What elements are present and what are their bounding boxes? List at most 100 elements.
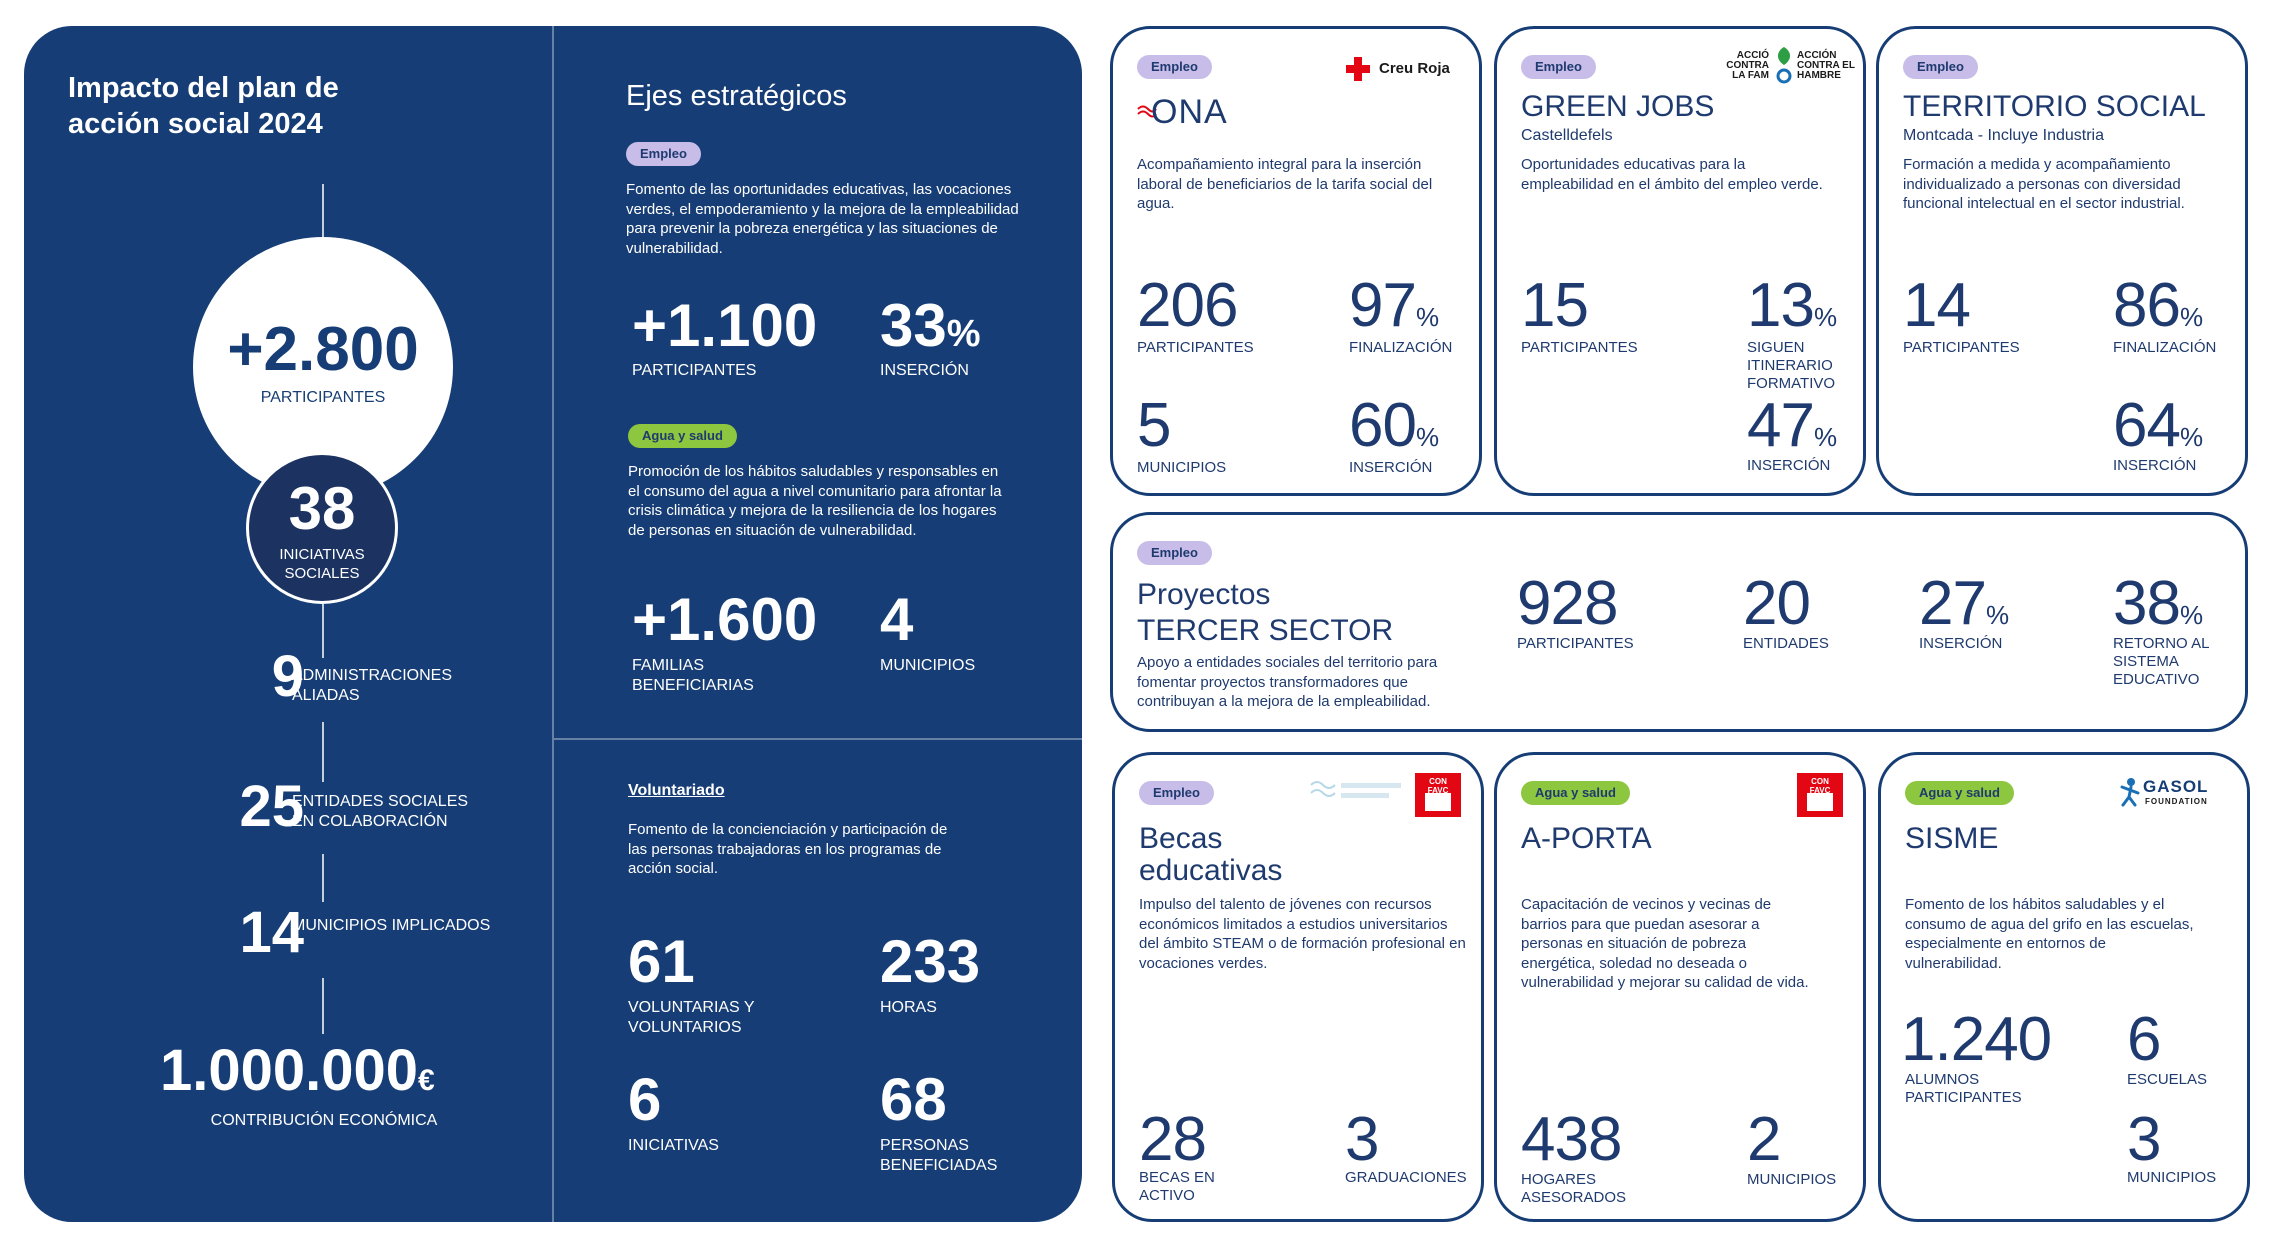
municipalities-label: MUNICIPIOS IMPLICADOS — [292, 917, 491, 934]
initiatives-label: INICIATIVAS SOCIALES — [279, 546, 365, 582]
contribution-value: 1.000.000 — [160, 1038, 419, 1103]
becas-graduations-label: GRADUACIONES — [1345, 1169, 1467, 1186]
ona-wave-icon — [1137, 105, 1157, 118]
territorio-description: Formación a medida y acompañamiento indi… — [1903, 156, 2185, 212]
ona-participants-value: 206 — [1137, 271, 1238, 340]
connector-line — [322, 604, 324, 658]
becas-description: Impulso del talento de jóvenes con recur… — [1139, 896, 1466, 972]
gasol-foundation-logo: GASOL FOUNDATION — [2119, 777, 2229, 811]
territorio-insertion-value: 64% — [2113, 391, 2203, 460]
initiatives-vol-label: INICIATIVAS — [628, 1137, 719, 1154]
horizontal-divider — [554, 738, 1082, 740]
green-participants-label: PARTICIPANTES — [1521, 339, 1638, 356]
empleo-participants-value: +1.100 — [632, 292, 818, 359]
connector-line — [322, 854, 324, 902]
territorio-subtitle: Montcada - Incluye Industria — [1903, 127, 2104, 144]
aporta-title: A-PORTA — [1521, 822, 1652, 855]
aporta-description: Capacitación de vecinos y vecinas de bar… — [1521, 896, 1809, 991]
green-subtitle: Castelldefels — [1521, 127, 1613, 144]
tag-agua-salud: Agua y salud — [1905, 781, 2014, 805]
green-insertion-value: 47% — [1747, 391, 1837, 460]
vertical-divider — [552, 26, 554, 1222]
territorio-participants-value: 14 — [1903, 271, 1971, 340]
ona-insertion-label: INSERCIÓN — [1349, 459, 1433, 476]
empleo-description: Fomento de las oportunidades educativas,… — [626, 181, 1019, 257]
tag-empleo: Empleo — [1137, 541, 1212, 565]
ona-description: Acompañamiento integral para la inserció… — [1137, 156, 1433, 212]
tercer-title-line1: Proyectos — [1137, 578, 1271, 611]
creu-roja-logo: Creu Roja — [1345, 57, 1475, 81]
aporta-municipalities-label: MUNICIPIOS — [1747, 1171, 1837, 1188]
volunteers-value: 61 — [628, 928, 695, 995]
empleo-insertion-label: INSERCIÓN — [880, 362, 969, 379]
entities-label: ENTIDADES SOCIALES EN COLABORACIÓN — [292, 793, 469, 830]
euro-unit: € — [418, 1064, 435, 1097]
empleo-insertion-value: 33% — [880, 292, 981, 359]
green-insertion-label: INSERCIÓN — [1747, 457, 1831, 474]
sisme-title: SISME — [1905, 822, 1999, 855]
card-green-jobs: Empleo ACCIÓ CONTRA LA FAM ACCIÓN CONTRA… — [1494, 26, 1866, 496]
tercer-entities-value: 20 — [1743, 569, 1811, 638]
connector-line — [322, 722, 324, 782]
hours-value: 233 — [880, 928, 981, 995]
green-title: GREEN JOBS — [1521, 90, 1715, 123]
becas-title-line1: Becas — [1139, 822, 1223, 855]
card-ona: Empleo Creu Roja ONA Acompañamiento inte… — [1110, 26, 1482, 496]
voluntariado-description: Fomento de la concienciación y participa… — [628, 821, 948, 877]
initiatives-value: 38 — [288, 475, 356, 542]
sisme-municipalities-label: MUNICIPIOS — [2127, 1169, 2217, 1186]
person-figure-icon — [2120, 778, 2140, 807]
green-itinerary-label: SIGUEN ITINERARIO FORMATIVO — [1747, 339, 1836, 392]
contribution-label: CONTRIBUCIÓN ECONÓMICA — [210, 1112, 438, 1129]
agua-municipalities-value: 4 — [880, 586, 914, 653]
con-favc-badge: CON FAVC — [1415, 773, 1461, 817]
agua-families-label: FAMILIAS BENEFICIARIAS — [632, 657, 754, 694]
card-becas-educativas: Empleo CON FAVC Becas educativas Impulso… — [1112, 752, 1484, 1222]
entities-value: 25 — [239, 774, 304, 839]
initiatives-circle: 38 INICIATIVAS SOCIALES — [246, 452, 398, 604]
tercer-insertion-value: 27% — [1919, 569, 2009, 638]
ona-completion-value: 97% — [1349, 271, 1439, 340]
green-participants-value: 15 — [1521, 271, 1589, 340]
empleo-participants-label: PARTICIPANTES — [632, 362, 757, 379]
agua-municipalities-label: MUNICIPIOS — [880, 657, 976, 674]
becas-active-value: 28 — [1139, 1105, 1207, 1174]
territorio-completion-label: FINALIZACIÓN — [2113, 339, 2217, 356]
impact-title: Impacto del plan de acción social 2024 — [68, 72, 339, 140]
territorio-title: TERRITORIO SOCIAL — [1903, 90, 2206, 123]
sisme-students-label: ALUMNOS PARTICIPANTES — [1905, 1071, 2022, 1106]
territorio-participants-label: PARTICIPANTES — [1903, 339, 2020, 356]
voluntariado-title: Voluntariado — [628, 782, 725, 799]
sisme-students-value: 1.240 — [1901, 1005, 2052, 1074]
initiatives-vol-value: 6 — [628, 1066, 662, 1133]
participants-value: +2.800 — [227, 315, 419, 384]
administrations-value: 9 — [271, 644, 304, 709]
card-sisme: Agua y salud GASOL FOUNDATION SISME Fome… — [1878, 752, 2250, 1222]
participants-label: PARTICIPANTES — [260, 389, 386, 406]
contribution-value-row: 1.000.000€ — [160, 1040, 500, 1112]
red-cross-icon — [1346, 57, 1370, 81]
territorio-insertion-label: INSERCIÓN — [2113, 457, 2197, 474]
municipalities-value: 14 — [239, 900, 304, 965]
hours-label: HORAS — [880, 999, 937, 1016]
tercer-return-label: RETORNO AL SISTEMA EDUCATIVO — [2113, 635, 2209, 688]
aporta-homes-value: 438 — [1521, 1105, 1622, 1174]
becas-active-label: BECAS EN ACTIVO — [1139, 1169, 1215, 1204]
partner-logo-faded — [1310, 781, 1401, 798]
tercer-description: Apoyo a entidades sociales del territori… — [1137, 654, 1438, 710]
green-description: Oportunidades educativas para la empleab… — [1521, 156, 1823, 193]
tercer-title-line2: TERCER SECTOR — [1137, 614, 1394, 647]
territorio-completion-value: 86% — [2113, 271, 2203, 340]
beneficiaries-label: PERSONAS BENEFICIADAS — [880, 1137, 998, 1174]
tercer-participants-value: 928 — [1517, 569, 1618, 638]
sisme-description: Fomento de los hábitos saludables y el c… — [1905, 896, 2194, 972]
connector-line — [322, 978, 324, 1034]
ona-completion-label: FINALIZACIÓN — [1349, 339, 1453, 356]
ejes-title: Ejes estratégicos — [626, 80, 847, 112]
ona-municipalities-label: MUNICIPIOS — [1137, 459, 1227, 476]
tag-empleo: Empleo — [626, 142, 701, 166]
card-territorio-social: Empleo TERRITORIO SOCIAL Montcada - Incl… — [1876, 26, 2248, 496]
tag-empleo: Empleo — [1139, 781, 1214, 805]
impact-panel: Impacto del plan de acción social 2024 +… — [24, 26, 1082, 1222]
aporta-homes-label: HOGARES ASESORADOS — [1521, 1171, 1627, 1206]
